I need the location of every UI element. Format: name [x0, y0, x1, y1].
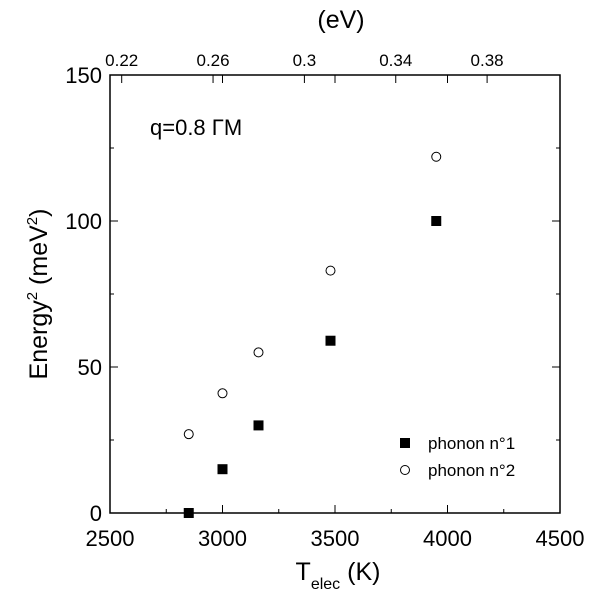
point-phonon-1 — [184, 508, 194, 518]
point-phonon-2 — [254, 348, 263, 357]
y-axis-label-unit-end: ) — [25, 209, 53, 217]
top-tick-label: 0.3 — [293, 51, 317, 70]
legend-marker-phonon-1 — [400, 438, 410, 448]
chart-annotation: q=0.8 ΓM — [150, 115, 242, 140]
y-axis-label: Energy2 (meV2) — [24, 209, 53, 380]
point-phonon-1 — [326, 336, 336, 346]
point-phonon-2 — [326, 266, 335, 275]
point-phonon-1 — [254, 420, 264, 430]
point-phonon-2 — [218, 389, 227, 398]
top-tick-label: 0.38 — [471, 51, 504, 70]
top-axis-label: (eV) — [317, 6, 364, 34]
point-phonon-1 — [218, 464, 228, 474]
x-axis-label-unit: (K) — [340, 558, 380, 586]
y-axis-label-unit: (meV — [25, 225, 53, 292]
x-tick-label: 4000 — [423, 526, 472, 551]
x-axis-label-sub: elec — [311, 576, 340, 593]
y-tick-label: 100 — [65, 209, 102, 234]
top-tick-label: 0.22 — [105, 51, 138, 70]
legend: phonon n°1 phonon n°2 — [400, 434, 515, 480]
x-tick-label: 3500 — [311, 526, 360, 551]
x-tick-label: 3000 — [198, 526, 247, 551]
y-tick-label: 150 — [65, 63, 102, 88]
y-tick-label: 50 — [78, 355, 102, 380]
data-marks — [184, 152, 442, 518]
top-tick-label: 0.34 — [379, 51, 412, 70]
y-tick-label: 0 — [90, 501, 102, 526]
x-axis-label-main: T — [296, 558, 311, 586]
y-axis-label-sup: 2 — [24, 292, 41, 300]
legend-label-phonon-2: phonon n°2 — [428, 461, 515, 480]
top-tick-label: 0.26 — [197, 51, 230, 70]
legend-label-phonon-1: phonon n°1 — [428, 434, 515, 453]
point-phonon-2 — [184, 430, 193, 439]
y-axis-label-main: Energy — [25, 300, 53, 380]
x-axis-label: Telec (K) — [296, 558, 381, 593]
legend-marker-phonon-2 — [401, 466, 410, 475]
x-tick-label: 4500 — [536, 526, 585, 551]
y-axis-label-unit-sup: 2 — [24, 217, 41, 225]
x-tick-label: 2500 — [86, 526, 135, 551]
point-phonon-1 — [431, 216, 441, 226]
point-phonon-2 — [432, 152, 441, 161]
